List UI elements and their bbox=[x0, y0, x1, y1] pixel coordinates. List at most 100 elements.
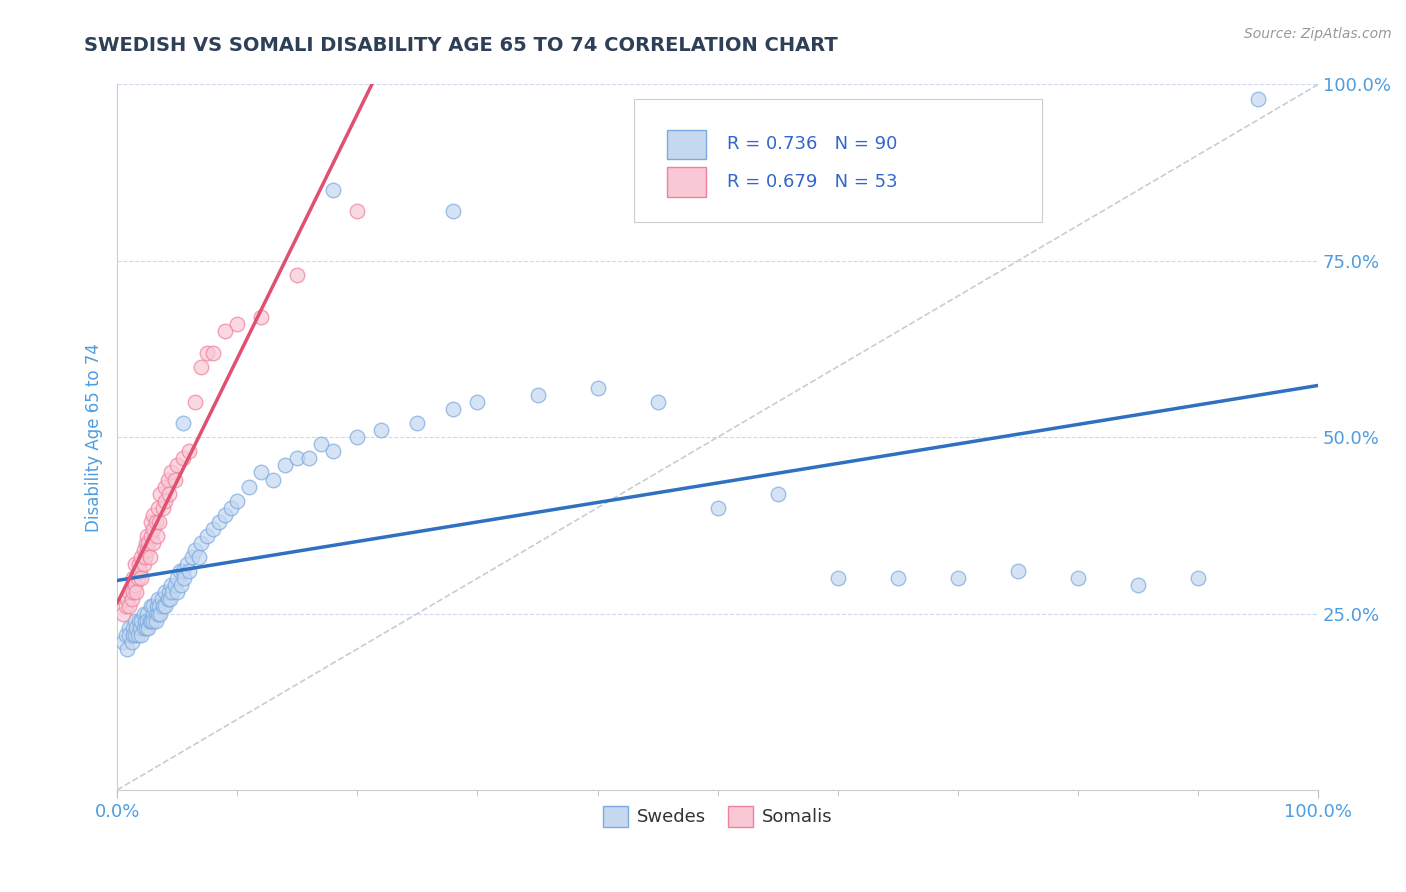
Point bbox=[157, 585, 180, 599]
Point bbox=[406, 416, 429, 430]
Point bbox=[163, 473, 186, 487]
Point bbox=[190, 359, 212, 374]
Point bbox=[146, 500, 169, 515]
Point bbox=[148, 515, 170, 529]
Point bbox=[121, 592, 143, 607]
Point bbox=[125, 621, 148, 635]
Point bbox=[172, 416, 194, 430]
Point bbox=[187, 550, 209, 565]
Point bbox=[586, 381, 609, 395]
Point bbox=[127, 628, 149, 642]
Point bbox=[173, 571, 195, 585]
Point bbox=[129, 571, 152, 585]
Y-axis label: Disability Age 65 to 74: Disability Age 65 to 74 bbox=[86, 343, 103, 532]
Point bbox=[145, 614, 167, 628]
Point bbox=[125, 585, 148, 599]
Point bbox=[128, 557, 150, 571]
Point bbox=[146, 529, 169, 543]
Point bbox=[157, 486, 180, 500]
Point bbox=[124, 557, 146, 571]
Point bbox=[149, 607, 172, 621]
Point bbox=[202, 345, 225, 359]
Point bbox=[250, 310, 273, 325]
Point bbox=[138, 536, 160, 550]
Point bbox=[135, 536, 157, 550]
Point bbox=[112, 634, 135, 648]
Point bbox=[150, 592, 173, 607]
Point bbox=[128, 614, 150, 628]
Point bbox=[155, 599, 177, 614]
Point bbox=[285, 268, 308, 282]
Point bbox=[322, 444, 344, 458]
Point bbox=[118, 621, 141, 635]
Point bbox=[138, 621, 160, 635]
Point bbox=[274, 458, 297, 473]
Point bbox=[169, 564, 191, 578]
Point bbox=[135, 621, 157, 635]
Point bbox=[1247, 91, 1270, 105]
Point bbox=[129, 564, 152, 578]
Text: Source: ZipAtlas.com: Source: ZipAtlas.com bbox=[1244, 27, 1392, 41]
Point bbox=[156, 592, 179, 607]
Point bbox=[139, 515, 162, 529]
Legend: Swedes, Somalis: Swedes, Somalis bbox=[595, 798, 839, 834]
Point bbox=[184, 395, 207, 409]
Point bbox=[166, 585, 188, 599]
Point bbox=[142, 522, 165, 536]
Point bbox=[190, 536, 212, 550]
Point bbox=[172, 451, 194, 466]
Text: R = 0.736   N = 90: R = 0.736 N = 90 bbox=[727, 136, 897, 153]
Point bbox=[139, 599, 162, 614]
Point bbox=[152, 599, 174, 614]
Point bbox=[145, 607, 167, 621]
Point bbox=[127, 571, 149, 585]
Point bbox=[208, 515, 231, 529]
Point bbox=[148, 599, 170, 614]
Point bbox=[214, 324, 236, 338]
Point bbox=[1126, 578, 1149, 592]
Point bbox=[146, 599, 169, 614]
Point bbox=[166, 458, 188, 473]
Bar bbox=[668, 167, 706, 196]
Point bbox=[285, 451, 308, 466]
Point bbox=[142, 599, 165, 614]
Point bbox=[170, 578, 193, 592]
Point bbox=[129, 621, 152, 635]
Point bbox=[346, 204, 368, 219]
Point bbox=[443, 204, 465, 219]
Point bbox=[647, 395, 669, 409]
Point bbox=[129, 614, 152, 628]
Point bbox=[219, 500, 242, 515]
Point bbox=[162, 585, 184, 599]
Point bbox=[214, 508, 236, 522]
Point bbox=[118, 585, 141, 599]
Point bbox=[163, 578, 186, 592]
Point bbox=[142, 607, 165, 621]
Point bbox=[121, 585, 143, 599]
Point bbox=[142, 614, 165, 628]
Point bbox=[121, 571, 143, 585]
Point bbox=[136, 614, 159, 628]
Point bbox=[311, 437, 333, 451]
Point bbox=[121, 621, 143, 635]
Point bbox=[121, 628, 143, 642]
Bar bbox=[668, 129, 706, 159]
Point bbox=[706, 500, 728, 515]
Text: R = 0.679   N = 53: R = 0.679 N = 53 bbox=[727, 173, 898, 191]
Point bbox=[146, 592, 169, 607]
Point bbox=[226, 493, 249, 508]
Point bbox=[946, 571, 969, 585]
Point bbox=[166, 571, 188, 585]
Point bbox=[136, 607, 159, 621]
Point bbox=[124, 614, 146, 628]
Point bbox=[124, 628, 146, 642]
Point bbox=[132, 557, 155, 571]
Point bbox=[202, 522, 225, 536]
Point bbox=[155, 585, 177, 599]
Point bbox=[132, 621, 155, 635]
Point bbox=[370, 423, 392, 437]
Point bbox=[124, 578, 146, 592]
Point bbox=[526, 388, 548, 402]
Point bbox=[887, 571, 910, 585]
Point bbox=[132, 543, 155, 558]
